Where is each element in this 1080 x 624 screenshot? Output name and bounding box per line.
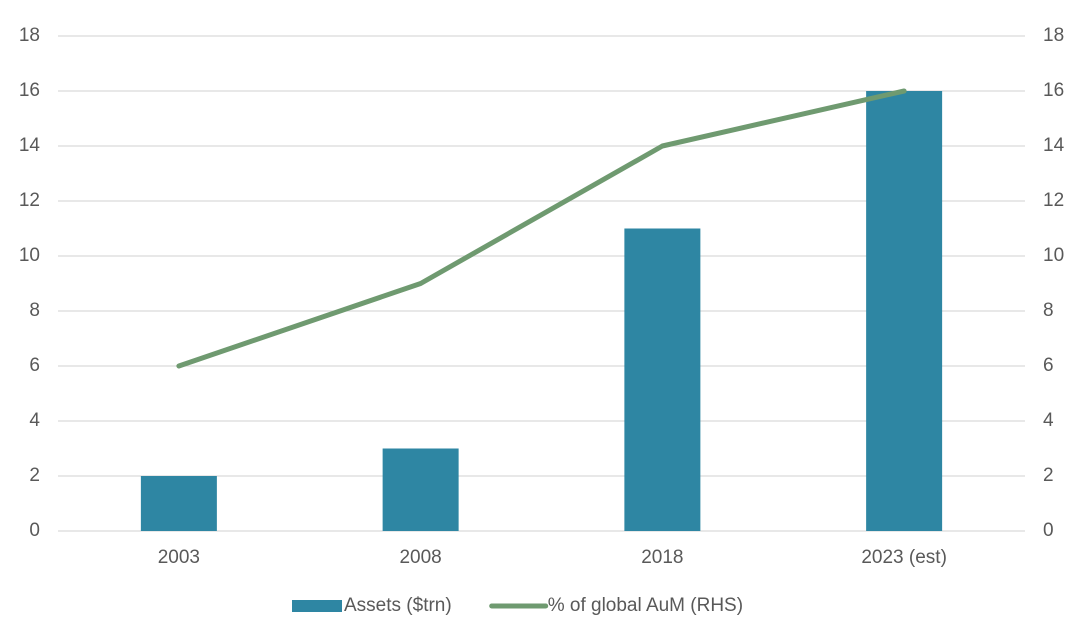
y2-tick-label: 14 — [1043, 135, 1065, 156]
y2-tick-label: 4 — [1043, 410, 1054, 431]
bar — [866, 91, 943, 531]
legend-swatch — [292, 600, 342, 612]
y-tick-label: 8 — [29, 300, 40, 321]
bar — [624, 228, 701, 531]
y2-tick-label: 2 — [1043, 465, 1054, 486]
y-tick-label: 14 — [19, 135, 41, 156]
line — [176, 88, 907, 369]
y-tick-label: 18 — [19, 25, 40, 46]
y2-tick-label: 10 — [1043, 245, 1064, 266]
y-tick-label: 16 — [19, 80, 40, 101]
legend-label: % of global AuM (RHS) — [548, 595, 743, 616]
y2-tick-label: 12 — [1043, 190, 1064, 211]
y2-tick-label: 16 — [1043, 80, 1064, 101]
y-tick-label: 0 — [29, 520, 40, 541]
y-tick-label: 12 — [19, 190, 40, 211]
y-tick-label: 10 — [19, 245, 40, 266]
x-tick-label: 2018 — [641, 547, 683, 568]
x-tick-label: 2023 (est) — [861, 547, 947, 568]
y2-tick-label: 6 — [1043, 355, 1054, 376]
x-tick-label: 2008 — [399, 547, 441, 568]
y2-tick-label: 0 — [1043, 520, 1054, 541]
x-tick-label: 2003 — [158, 547, 200, 568]
bar — [382, 448, 459, 531]
legend-label: Assets ($trn) — [344, 595, 452, 616]
y2-tick-label: 8 — [1043, 300, 1054, 321]
y-tick-label: 4 — [29, 410, 40, 431]
y-tick-label: 2 — [29, 465, 40, 486]
y-tick-label: 6 — [29, 355, 40, 376]
y2-tick-label: 18 — [1043, 25, 1064, 46]
bar — [140, 476, 217, 531]
